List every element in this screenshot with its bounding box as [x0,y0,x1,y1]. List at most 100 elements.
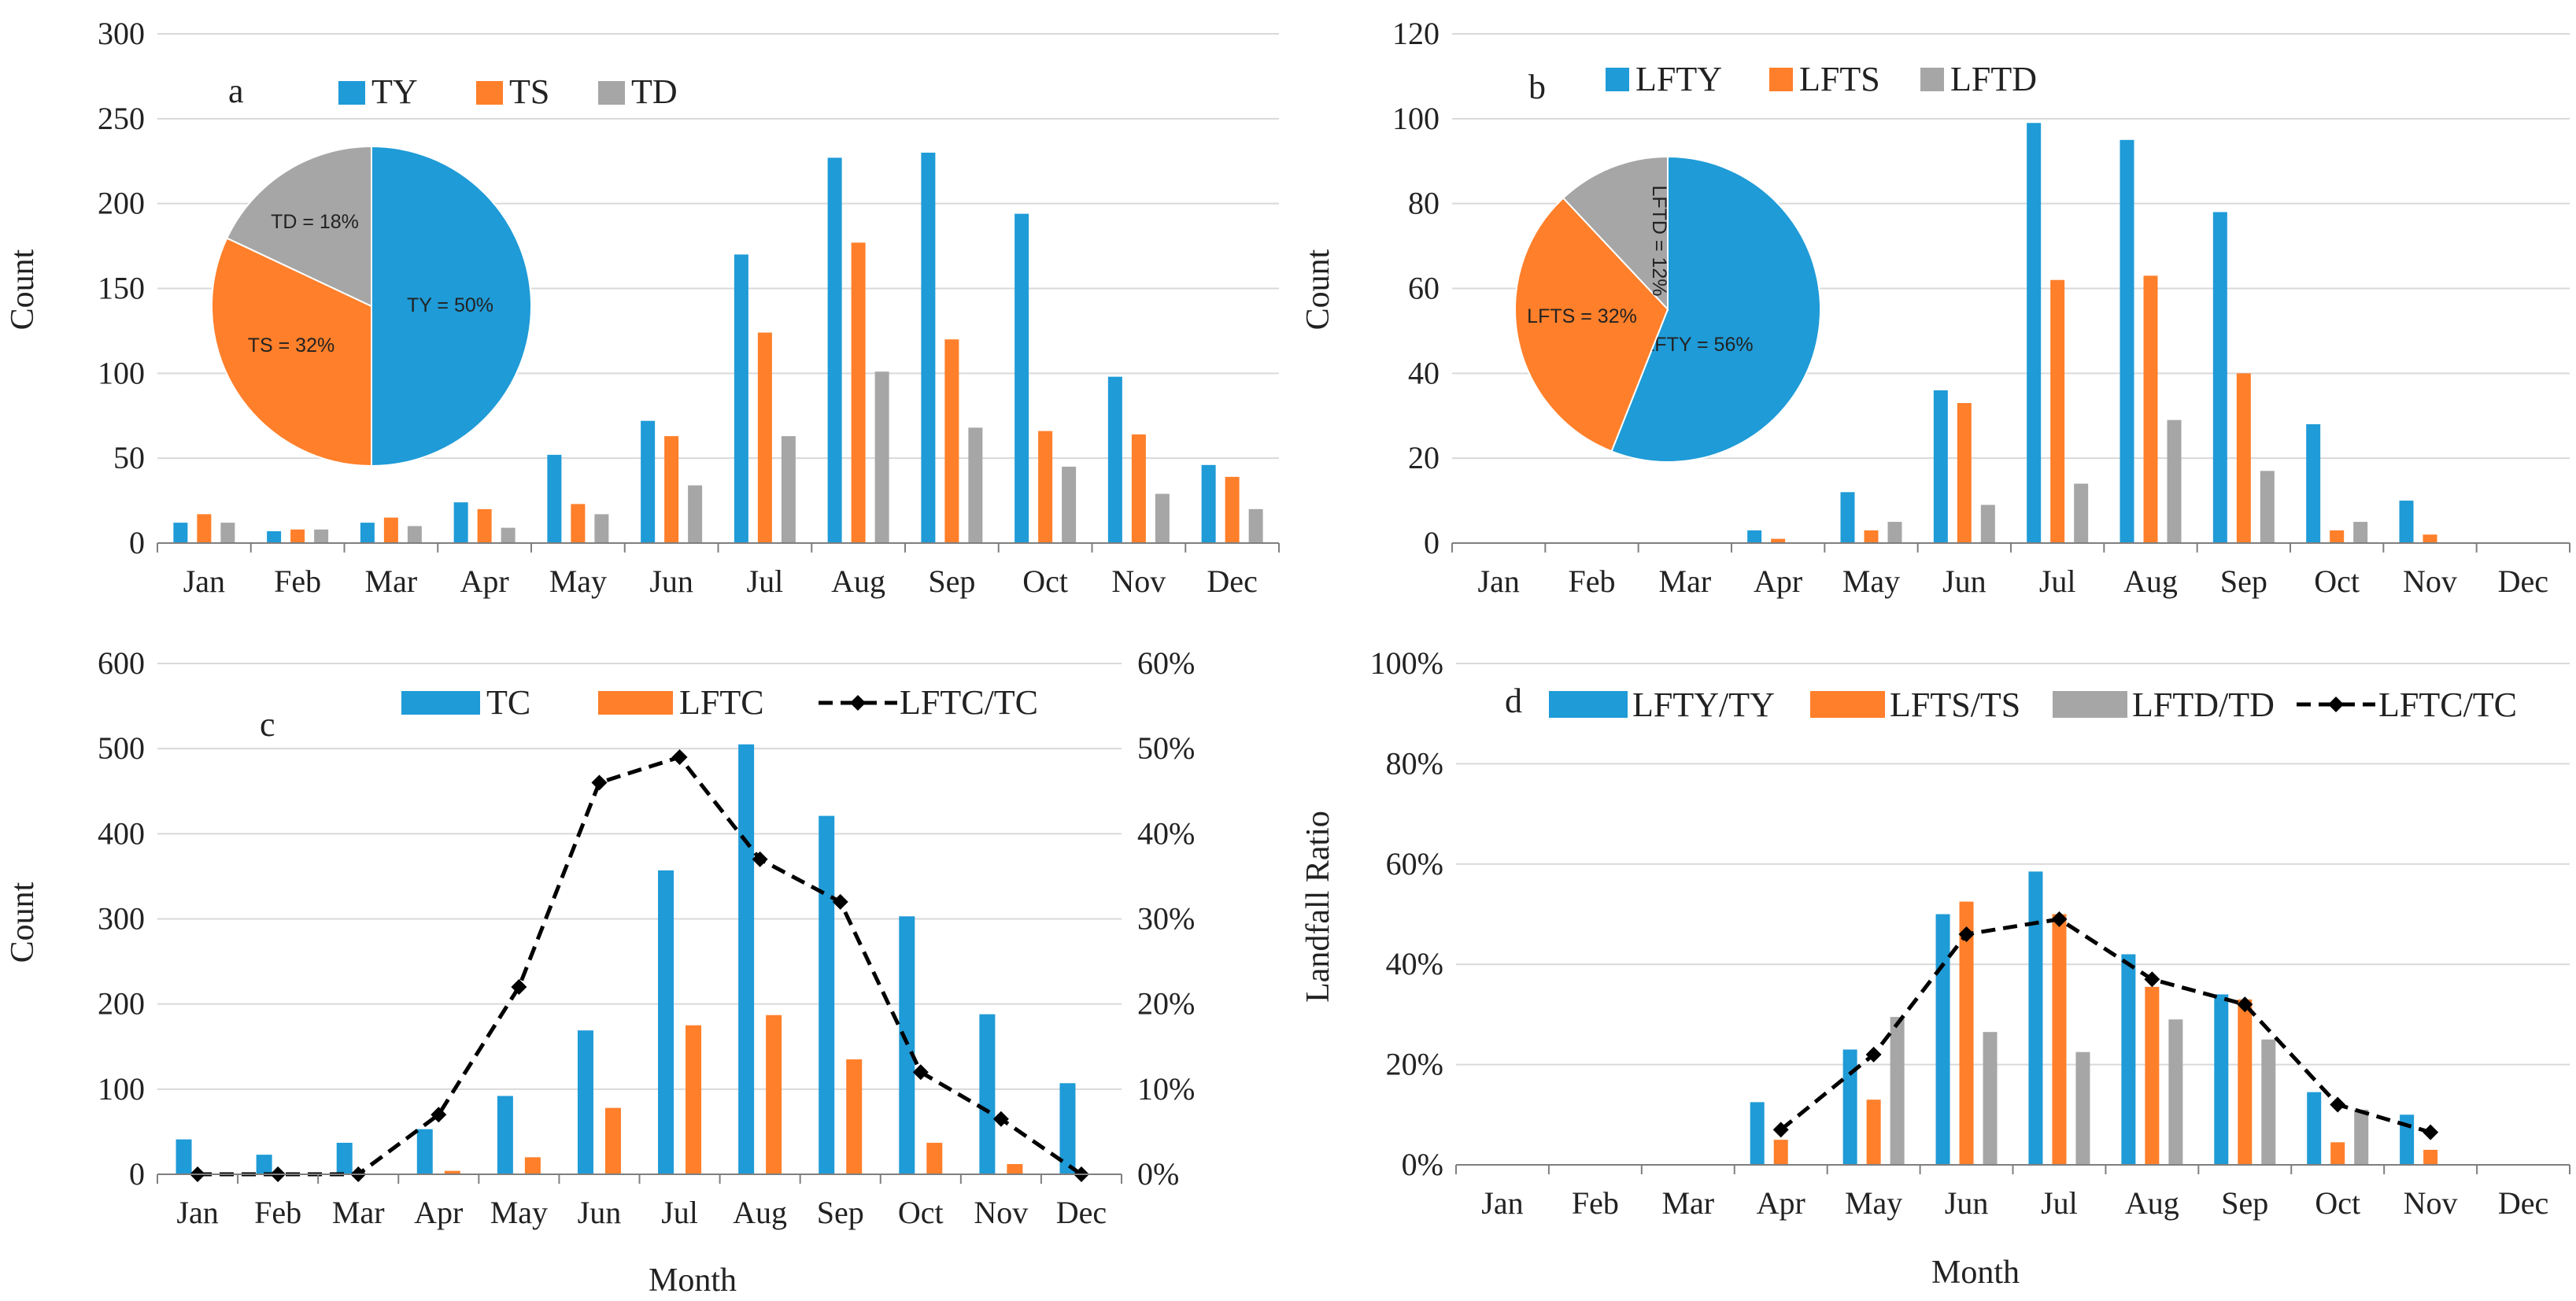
panel-a-bar-ts-oct [1038,431,1053,543]
panel-c-bar-lftc-apr [444,1170,460,1174]
panel-a-xtick-label-feb: Feb [274,564,321,599]
panel-a-bar-td-mar [407,526,422,543]
legend-swatch-td [598,81,625,105]
panel-a-bar-ty-jan [173,523,188,543]
panel-b-letter: b [1528,68,1546,106]
panel-b-bar-lftd-aug [2167,419,2182,543]
panel-b-ytick-label: 40 [1408,355,1440,390]
panel-c-legend: TC LFTC LFTC/TC [401,683,1038,722]
legend-label-lftd: LFTD [1950,60,2037,98]
panel-c-ytick-label: 0 [129,1156,145,1192]
panel-a-bar-td-jan [220,523,235,543]
panel-d-xtick-label-may: May [1845,1185,1902,1221]
panel-c-y2tick-label: 30% [1137,901,1195,937]
panel-a-xtick-label-oct: Oct [1022,564,1068,599]
panel-c-xtick-label-jun: Jun [578,1195,622,1230]
legend-swatch-lftd [1920,68,1944,91]
legend-marker-lftc-tc-d [2328,697,2344,712]
panel-d-bar-lftd-td-sep [2261,1039,2276,1165]
panel-b-bar-lfts-jun [1957,403,1972,543]
panel-b-bar-lfts-may [1864,530,1879,543]
panel-d-xtick-label-apr: Apr [1757,1185,1805,1221]
panel-a-bar-td-apr [501,527,516,543]
panel-b-ytick-label: 120 [1392,16,1440,51]
panel-b-bar-lfts-jul [2050,279,2065,543]
panel-d-xtick-label-nov: Nov [2404,1185,2458,1221]
panel-a-xtick-label-nov: Nov [1111,564,1166,599]
panel-b-xtick-label-apr: Apr [1754,564,1802,599]
panel-c-ytick-label: 300 [98,901,145,937]
panel-d-line-point-jun [1958,926,1975,942]
panel-c-ytick-label: 600 [98,645,145,681]
panel-b-pie: LFTY = 56% LFTS = 32% LFTD = 12% [1514,155,1821,463]
panel-a-bar-td-sep [968,427,983,543]
panel-c-bar-lftc-may [524,1157,541,1174]
panel-b-bar-lfty-nov [2399,501,2414,543]
panel-b-ytick-label: 20 [1408,440,1440,475]
panel-d-ytick-label: 60% [1386,846,1443,882]
panel-a-bar-ts-jan [197,514,212,543]
panel-d-bar-lftd-td-aug [2168,1019,2183,1165]
panel-d-bar-lfts-ts-sep [2238,999,2253,1165]
panel-c-xtick-label-dec: Dec [1056,1195,1107,1230]
panel-a-bar-ts-nov [1131,434,1146,543]
panel-b-xtick-label-sep: Sep [2220,564,2267,599]
panel-d-xtick-label-dec: Dec [2498,1185,2548,1221]
panel-d-bar-lfts-ts-nov [2423,1149,2438,1165]
panel-d-ytick-label: 100% [1370,645,1443,681]
panel-d-bar-lftd-td-oct [2354,1109,2369,1165]
panel-a-ytick-label: 200 [98,186,145,221]
legend-label-td: TD [631,72,678,111]
legend-swatch-lfty-ty [1549,691,1628,718]
panel-c-letter: c [260,705,275,744]
panel-d-bar-lfty-ty-may [1842,1049,1857,1165]
panel-a-bar-td-nov [1155,493,1170,543]
panel-c-bar-tc-aug [738,744,755,1174]
panel-d-bar-lfty-ty-jul [2028,871,2043,1165]
panel-a-bar-ty-jul [734,254,748,543]
panel-d-xlabel: Month [1931,1255,2020,1291]
panel-c-xtick-label-mar: Mar [332,1195,385,1230]
panel-a-bar-ts-feb [290,529,305,543]
panel-c-bar-tc-dec [1059,1083,1076,1174]
panel-a-ylabel: Count [5,249,41,330]
panel-c-y2tick-label: 40% [1137,815,1195,851]
panel-b-legend: LFTY LFTS LFTD [1606,60,2037,98]
panel-a-pie-label-ts: TS = 32% [248,334,334,357]
legend-label-lfts-ts: LFTS/TS [1890,686,2020,724]
panel-a-xtick-label-dec: Dec [1207,564,1257,599]
panel-d-bar-lftd-td-jun [1983,1032,1998,1165]
panel-a-bar-ty-nov [1107,376,1122,543]
panel-c-bar-lftc-aug [766,1015,782,1174]
panel-a-ytick-label: 250 [98,101,145,136]
panel-c-bar-lftc-jun [604,1107,621,1174]
panel-a-bar-td-oct [1062,466,1077,543]
panel-b-ytick-label: 80 [1408,186,1440,221]
panel-d-xtick-label-aug: Aug [2125,1185,2179,1221]
panel-c-ytick-label: 100 [98,1071,145,1107]
panel-b-pie-label-lftd: LFTD = 12% [1648,185,1670,296]
panel-a-xtick-label-mar: Mar [365,564,418,599]
panel-c-xtick-label-sep: Sep [817,1195,864,1230]
panel-b-pie-slice-lfty [1610,155,1821,463]
panel-a-bar-ts-jul [757,332,772,543]
panel-b-bar-lfts-nov [2423,534,2437,543]
panel-d-bar-lfty-ty-aug [2121,954,2136,1165]
panel-c-y2tick-label: 50% [1137,730,1195,766]
panel-b-ytick-label: 0 [1424,525,1440,560]
panel-c-y2tick-label: 10% [1137,1071,1195,1107]
panel-c-bar-tc-may [497,1096,513,1174]
panel-d-xtick-label-jun: Jun [1945,1185,1989,1221]
panel-a-bar-ty-jun [641,420,656,543]
panel-d-ytick-label: 40% [1386,946,1443,981]
panel-a-legend: TY TS TD [338,72,678,111]
panel-d-chart: Jan Feb Mar Apr May Jun Jul Aug Sep Oct Nov Dec 0% 2… [1300,645,2570,1291]
panel-c-bar-tc-jan [176,1139,192,1174]
legend-swatch-tc [401,691,480,715]
panel-b-bar-lfty-oct [2306,424,2321,543]
legend-swatch-lfts [1769,68,1793,91]
legend-swatch-ts [476,81,503,105]
panel-b-xtick-label-jul: Jul [2039,564,2076,599]
panel-c-line-point-aug [752,851,768,867]
